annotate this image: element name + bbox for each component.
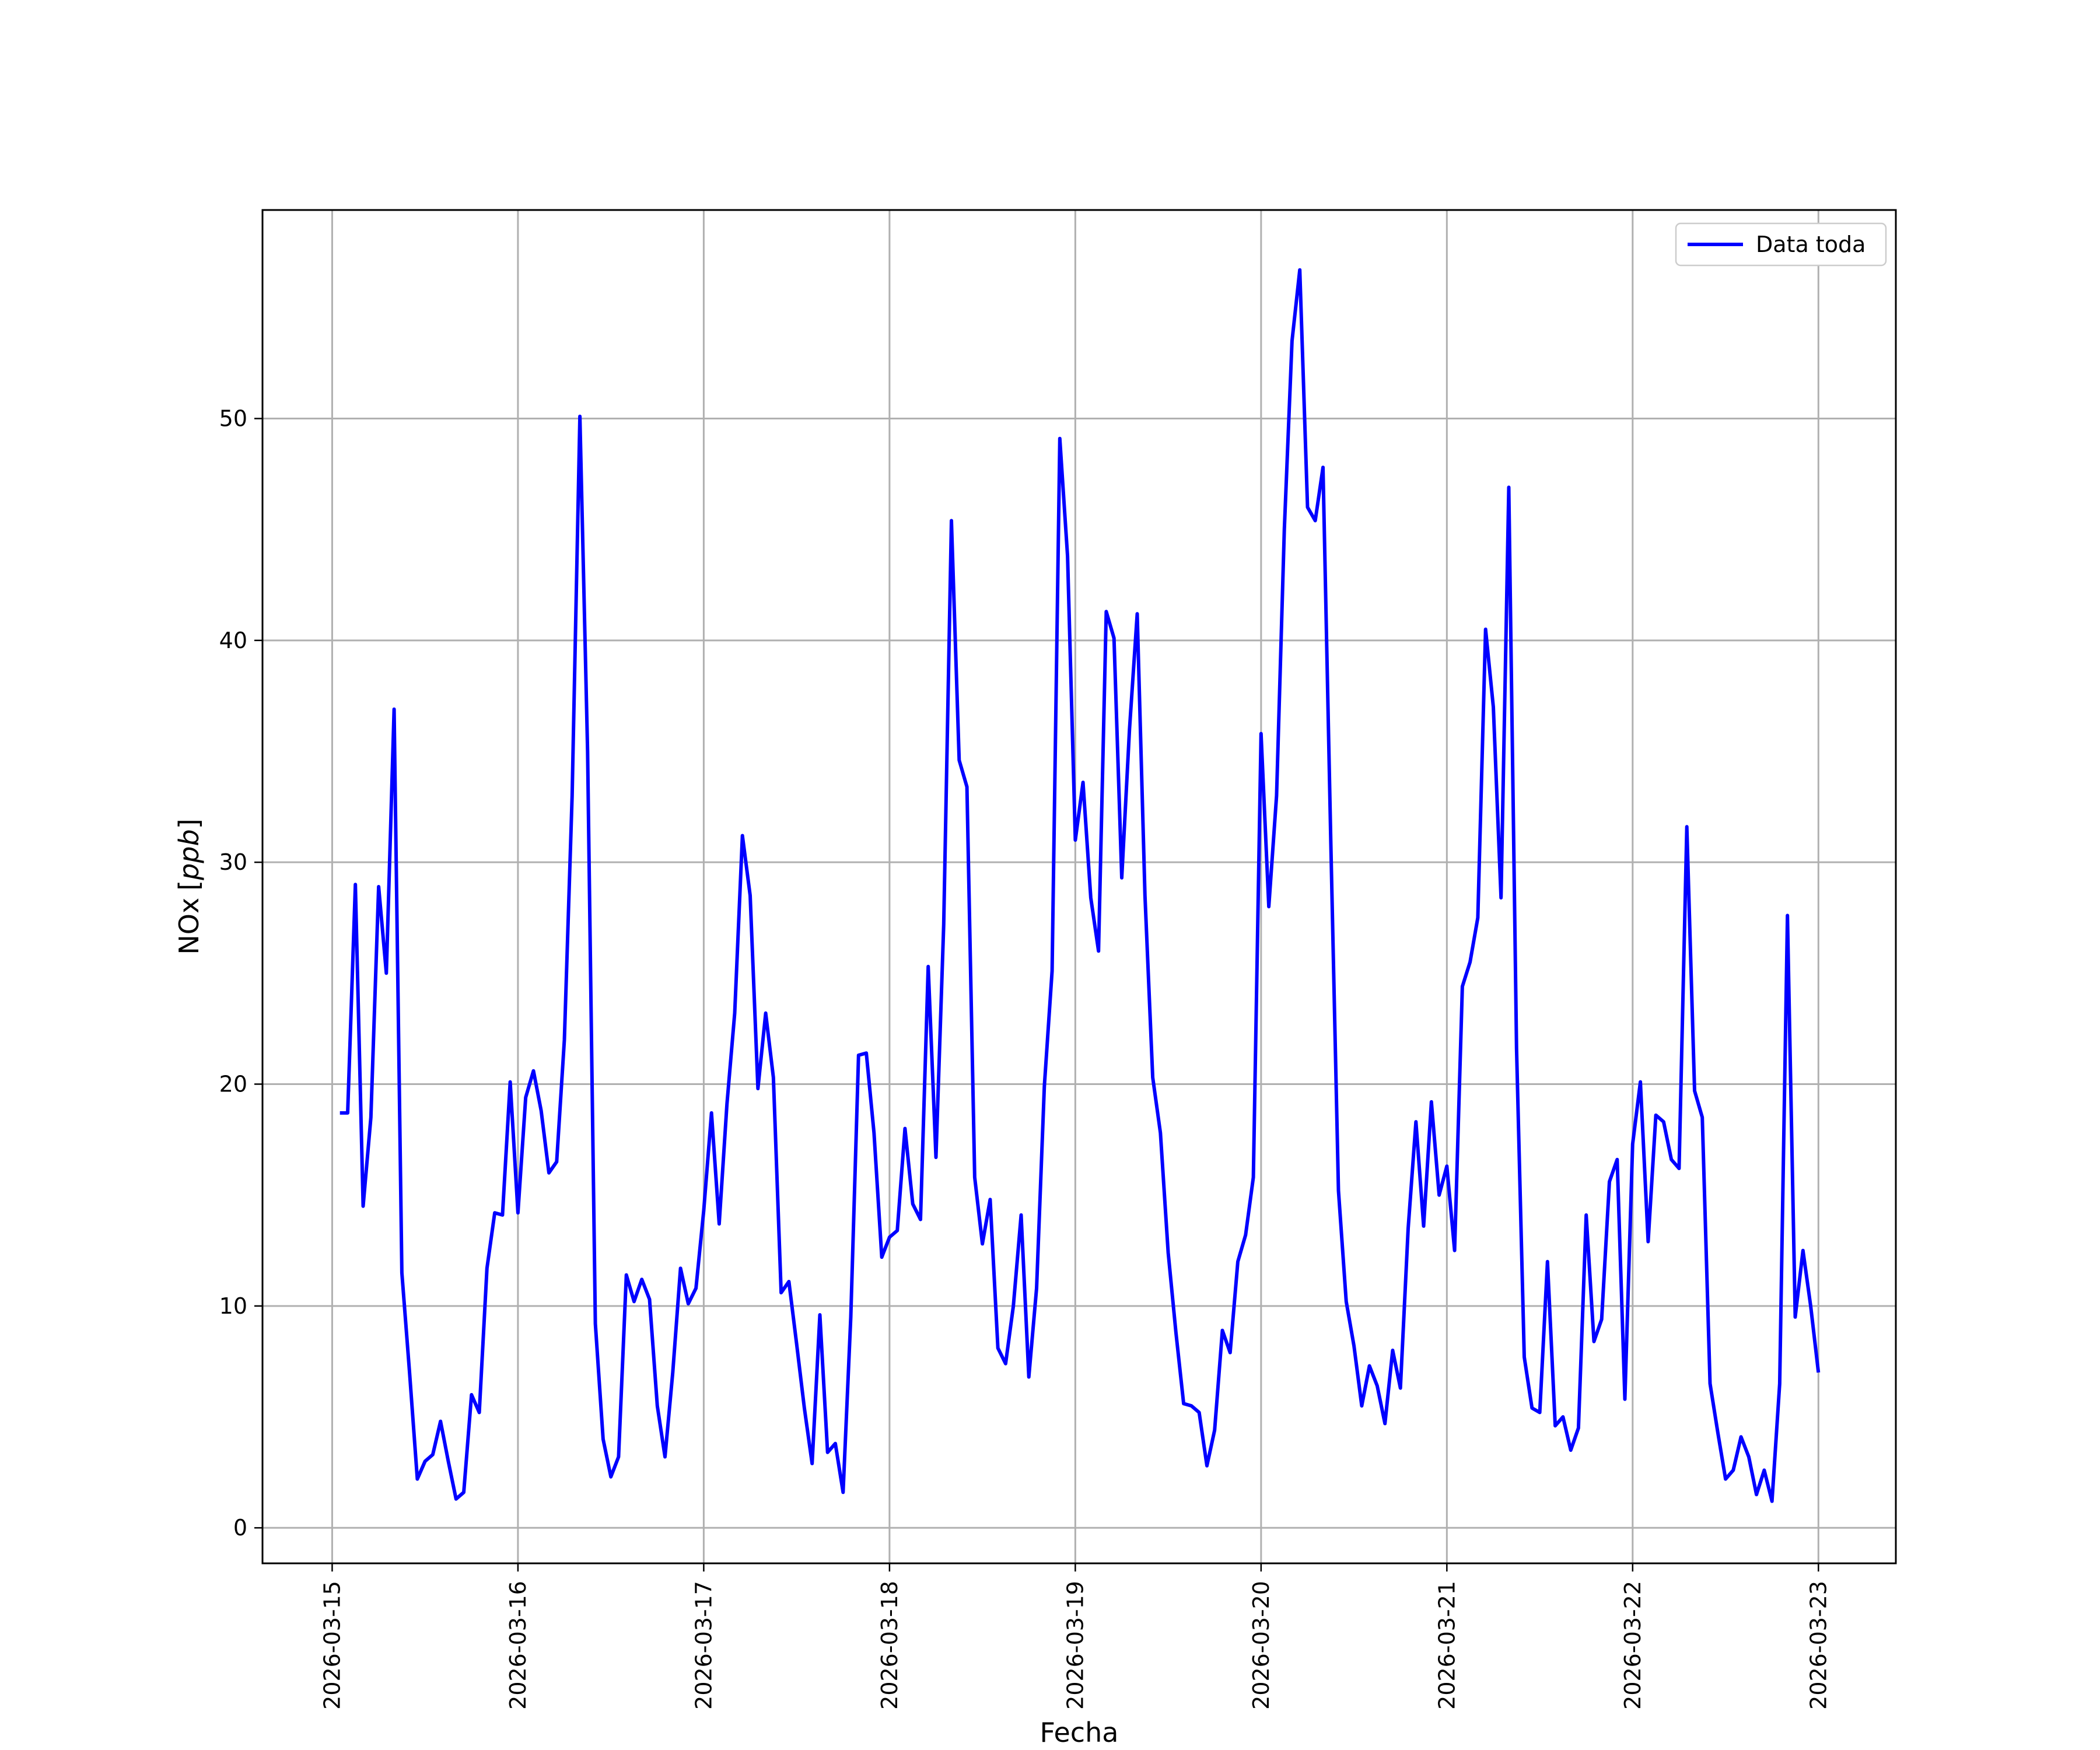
- y-axis-title-unit: ppb: [173, 829, 205, 881]
- y-tick-label: 40: [219, 628, 247, 653]
- plot-lines: [340, 268, 1821, 1503]
- y-axis-ticks: 0 10 20 30 40 50: [219, 406, 262, 1541]
- legend-label: Data toda: [1756, 232, 1866, 257]
- y-axis-title: NOx[ppb]: [173, 818, 205, 954]
- x-axis-title: Fecha: [1040, 1717, 1119, 1748]
- x-tick-label: 2026-03-22: [1620, 1581, 1646, 1710]
- x-tick-label: 2026-03-16: [505, 1581, 531, 1710]
- y-tick-label: 20: [219, 1071, 247, 1097]
- x-tick-label: 2026-03-23: [1805, 1581, 1831, 1710]
- x-tick-label: 2026-03-15: [319, 1581, 345, 1710]
- series-line: [340, 268, 1821, 1503]
- x-tick-label: 2026-03-20: [1248, 1581, 1274, 1710]
- legend-box: [1675, 222, 1887, 267]
- x-tick-label: 2026-03-19: [1062, 1581, 1088, 1710]
- y-tick-label: 50: [219, 406, 247, 432]
- y-tick-label: 30: [219, 849, 247, 875]
- y-tick-label: 0: [233, 1515, 247, 1541]
- y-tick-label: 10: [219, 1293, 247, 1319]
- y-axis-title-main: NOx: [173, 898, 205, 955]
- plot-frame: [261, 209, 1897, 1564]
- x-tick-label: 2026-03-17: [691, 1581, 716, 1710]
- x-tick-label: 2026-03-21: [1434, 1581, 1460, 1710]
- x-tick-label: 2026-03-18: [877, 1581, 902, 1710]
- x-axis-ticks: 2026-03-15 2026-03-16 2026-03-17 2026-03-18…: [319, 1563, 1831, 1710]
- legend: Data toda: [1675, 222, 1887, 267]
